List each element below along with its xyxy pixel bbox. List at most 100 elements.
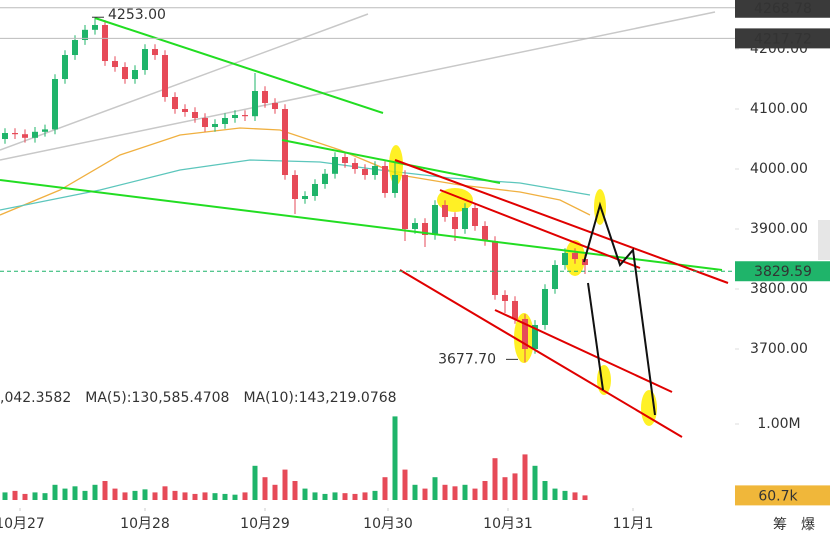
volume-bar bbox=[282, 469, 288, 500]
volume-bar bbox=[152, 492, 158, 500]
candle-body bbox=[82, 29, 88, 41]
candle-body bbox=[432, 204, 438, 235]
x-tick-label: 10月27 bbox=[0, 516, 45, 532]
volume-bar bbox=[432, 477, 438, 500]
candle-body bbox=[222, 118, 228, 125]
highlights bbox=[389, 145, 657, 426]
candle-body bbox=[442, 204, 448, 217]
volume-bar bbox=[32, 492, 38, 500]
candle-body bbox=[492, 240, 498, 295]
candle-body bbox=[312, 184, 318, 196]
candle-body bbox=[152, 49, 158, 56]
price-tag bbox=[735, 28, 830, 49]
volume-bar bbox=[242, 492, 248, 500]
volume-bar bbox=[42, 493, 48, 500]
candle-body bbox=[322, 173, 328, 185]
candle-body bbox=[162, 55, 168, 98]
volume-bar bbox=[182, 492, 188, 500]
volume-bar bbox=[102, 481, 108, 500]
volume-bar bbox=[522, 454, 528, 500]
candle-body bbox=[182, 109, 188, 113]
candle-body bbox=[452, 216, 458, 229]
candle-body bbox=[142, 49, 148, 71]
ma-label: MA(5):130,585.4708 bbox=[85, 390, 229, 406]
plot bbox=[2, 17, 588, 500]
candle-body bbox=[242, 115, 248, 117]
volume-bar bbox=[112, 488, 118, 500]
candle-body bbox=[232, 115, 238, 119]
y-tick-label: 3800.00 bbox=[750, 281, 808, 297]
candle-body bbox=[552, 264, 558, 289]
candle-body bbox=[212, 124, 218, 128]
x-tick-label: 10月28 bbox=[120, 516, 170, 532]
volume-bar bbox=[512, 473, 518, 500]
candle-body bbox=[532, 324, 538, 349]
candle-body bbox=[172, 97, 178, 110]
candle-body bbox=[422, 222, 428, 235]
candle-body bbox=[42, 129, 48, 132]
volume-bar bbox=[332, 492, 338, 500]
candle-body bbox=[202, 118, 208, 128]
price-tag-label: 3829.59 bbox=[754, 264, 812, 280]
volume-bar bbox=[302, 488, 308, 500]
candle-body bbox=[32, 131, 38, 138]
candle-body bbox=[392, 175, 398, 193]
candle-body bbox=[472, 207, 478, 226]
candle-body bbox=[282, 109, 288, 176]
candle-body bbox=[512, 300, 518, 319]
volume-bar bbox=[462, 484, 468, 500]
volume-bar bbox=[272, 484, 278, 500]
candle-body bbox=[252, 91, 258, 117]
volume-bar bbox=[232, 494, 238, 500]
volume-bar bbox=[52, 484, 58, 500]
candle-body bbox=[132, 70, 138, 80]
price-annotation: 3677.70 bbox=[438, 351, 496, 367]
volume-bar bbox=[262, 477, 268, 500]
volume-bar bbox=[562, 490, 568, 500]
overlay bbox=[0, 17, 729, 438]
candle-body bbox=[412, 222, 418, 229]
candle-body bbox=[382, 166, 388, 193]
volume-bar bbox=[532, 465, 538, 500]
side-tab[interactable] bbox=[818, 220, 830, 260]
drawings bbox=[0, 11, 716, 426]
trend-line bbox=[281, 139, 501, 184]
volume-bar bbox=[162, 486, 168, 500]
candle-body bbox=[112, 61, 118, 68]
volume-bar bbox=[82, 490, 88, 500]
candle-body bbox=[272, 103, 278, 110]
volume-bar bbox=[552, 488, 558, 500]
volume-bar bbox=[12, 490, 18, 500]
volume-bar bbox=[202, 492, 208, 500]
volume-bar bbox=[252, 465, 258, 500]
volume-bar bbox=[392, 416, 398, 500]
volume-bar bbox=[372, 490, 378, 500]
volume-bar bbox=[322, 493, 328, 500]
volume-bar bbox=[362, 492, 368, 500]
x-tick-label: 10月31 bbox=[483, 516, 533, 532]
volume-bar bbox=[572, 492, 578, 500]
candle-body bbox=[302, 195, 308, 199]
ma-line bbox=[0, 127, 591, 216]
candle-body bbox=[402, 175, 408, 229]
price-tag bbox=[735, 0, 830, 18]
volume-bar bbox=[192, 493, 198, 500]
volume-bar bbox=[582, 495, 588, 500]
volume-bar bbox=[382, 477, 388, 500]
volume-bar bbox=[502, 477, 508, 500]
footer-label: 爆 bbox=[801, 517, 815, 533]
candle-body bbox=[12, 133, 18, 135]
candle-body bbox=[102, 25, 108, 62]
candle-body bbox=[372, 166, 378, 176]
volume-bar bbox=[472, 488, 478, 500]
volume-bar bbox=[22, 493, 28, 500]
trend-line bbox=[0, 13, 369, 151]
x-tick-label: 10月30 bbox=[363, 516, 413, 532]
arrow bbox=[587, 282, 604, 391]
trend-line bbox=[0, 179, 723, 271]
candle-body bbox=[122, 67, 128, 80]
volume-bar bbox=[492, 458, 498, 500]
volume-bar bbox=[72, 486, 78, 500]
volume-bar bbox=[62, 488, 68, 500]
